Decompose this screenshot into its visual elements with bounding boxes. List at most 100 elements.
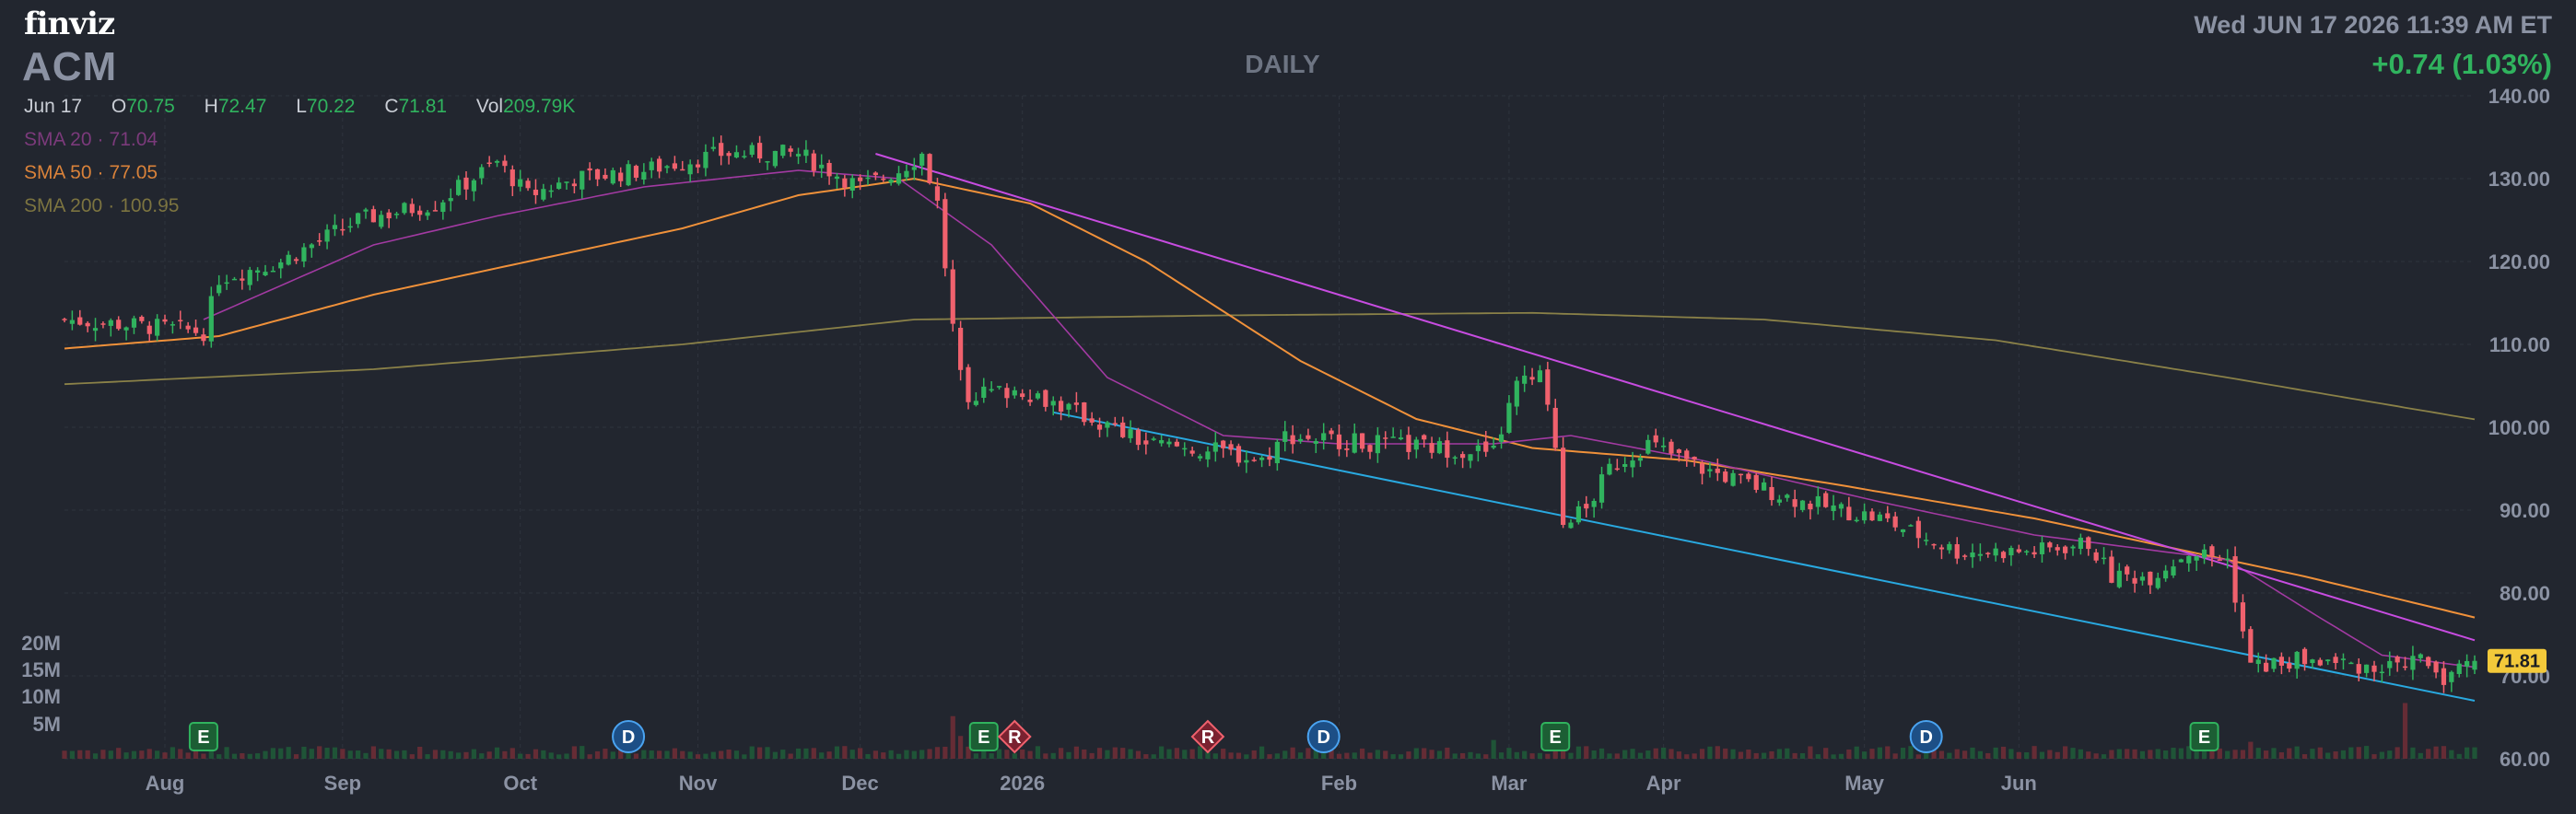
sma200-legend[interactable]: SMA 200 · 100.95 (24, 195, 179, 217)
candle-body (966, 366, 971, 402)
candle-body (911, 167, 917, 170)
date-tick-label: Apr (1646, 772, 1681, 795)
volume-bar (2008, 749, 2014, 759)
volume-bar (2287, 748, 2292, 759)
volume-bar (2125, 749, 2130, 759)
candle-body (2225, 558, 2231, 561)
volume-bar (1143, 754, 1149, 759)
volume-bar (680, 750, 685, 759)
volume-bar (270, 748, 275, 759)
volume-bar (1422, 748, 1427, 759)
candle-body (1823, 493, 1829, 507)
volume-bar (386, 749, 392, 759)
volume-bar (1012, 753, 1017, 759)
candle-body (1776, 499, 1782, 503)
volume-bar (1661, 747, 1667, 759)
candle-body (1846, 506, 1852, 521)
volume-bar (1020, 749, 1025, 759)
volume-bar (1429, 750, 1434, 759)
date-tick-label: Mar (1491, 772, 1528, 795)
price-change: +0.74 (1.03%) (2371, 48, 2552, 80)
candle-body (2418, 654, 2423, 658)
volume-bar (1197, 746, 1203, 759)
volume-bar (2047, 750, 2053, 759)
candle-body (1954, 544, 1960, 559)
candle-body (1985, 552, 1991, 554)
volume-bar (1692, 753, 1697, 759)
candle-body (795, 154, 802, 157)
volume-bar (309, 749, 314, 759)
separator-dot: · (97, 162, 104, 183)
candle-body (1537, 370, 1543, 383)
candle-body (379, 215, 384, 227)
volume-bar (1452, 753, 1458, 759)
candle-body (1645, 439, 1651, 454)
volume-bar (1699, 749, 1705, 759)
volume-bar (594, 750, 601, 759)
volume-bar (950, 715, 955, 759)
volume-bar (2240, 750, 2246, 759)
volume-bar (2325, 752, 2331, 759)
candle-body (208, 296, 214, 342)
volume-bar (580, 746, 585, 759)
volume-label: Vol (475, 96, 504, 117)
candle-body (811, 153, 816, 171)
date-axis: Aug Sep Oct Nov Dec 2026 Feb Mar Apr May Jun (146, 772, 2037, 795)
candle-body (1375, 435, 1380, 454)
volume-bar (2039, 751, 2045, 759)
candle-body (896, 173, 902, 184)
finviz-logo[interactable]: finviz (24, 6, 115, 42)
sma20-legend[interactable]: SMA 20 · 71.04 (24, 129, 158, 151)
volume-bar (108, 750, 113, 759)
volume-bar (1352, 752, 1357, 759)
candle-body (1027, 400, 1033, 402)
volume-bar (1885, 746, 1891, 759)
candle-body (973, 401, 978, 405)
volume-bar (2055, 751, 2060, 759)
trendlines[interactable] (875, 153, 2476, 702)
candle-body (943, 199, 948, 269)
volume-bar (2217, 748, 2222, 759)
volume-bar (2294, 746, 2300, 759)
event-marker-label: D (1317, 727, 1329, 748)
candle-body (1707, 469, 1713, 471)
candle-body (1885, 513, 1891, 518)
volume-bar (393, 750, 400, 759)
candle-body (178, 320, 183, 321)
volume-bar (2317, 747, 2323, 759)
volume-bar (1235, 752, 1242, 759)
volume-bar (2310, 749, 2315, 759)
sma20-value: 71.04 (109, 129, 158, 150)
candle-body (1607, 463, 1612, 475)
candle-body (100, 323, 106, 325)
sma50-legend[interactable]: SMA 50 · 77.05 (24, 162, 158, 184)
volume-bar (1653, 748, 1658, 759)
earnings-marker (188, 722, 218, 751)
candle-body (858, 177, 863, 181)
volume-bar (1506, 748, 1512, 759)
volume-tick-label: 20M (21, 632, 61, 655)
volume-bar (155, 750, 160, 759)
volume-bar (146, 749, 152, 759)
candle-body (2055, 547, 2060, 551)
volume-bar (587, 754, 592, 759)
volume-bar (2139, 750, 2146, 759)
candle-body (240, 278, 245, 281)
candle-body (1475, 445, 1481, 451)
volume-bar (1908, 746, 1914, 759)
timeframe-text: DAILY (1245, 50, 1320, 78)
candle-body (1329, 430, 1334, 435)
candle-body (1120, 422, 1126, 437)
candle-body (1862, 511, 1868, 521)
candle-body (1723, 471, 1728, 483)
candle-body (1221, 440, 1226, 448)
last-price-tag-bg (2488, 648, 2547, 673)
volume-bar (1846, 749, 1852, 759)
candle-body (1166, 441, 1172, 445)
candle-body (217, 285, 222, 294)
candle-body (1012, 390, 1017, 396)
sma50-line (64, 177, 2476, 619)
volume-bar (2456, 753, 2462, 759)
